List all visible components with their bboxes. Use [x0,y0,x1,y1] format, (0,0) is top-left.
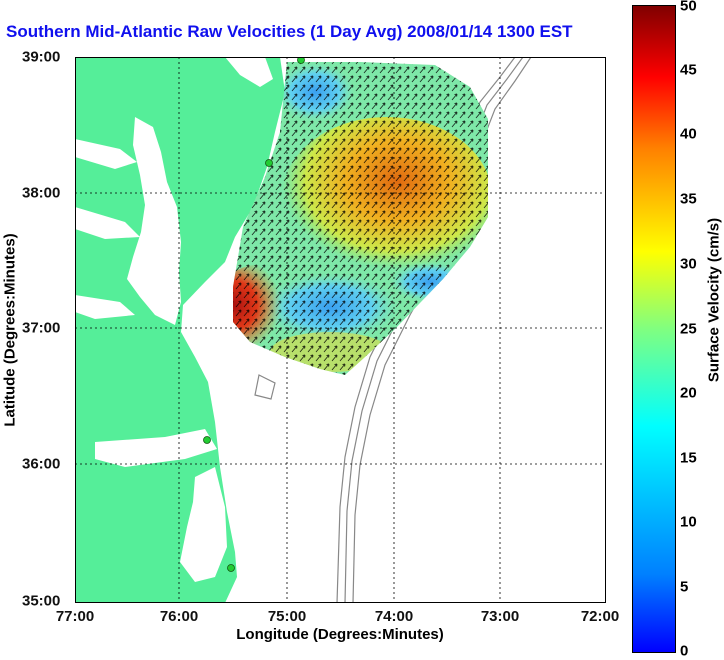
colorbar-tick: 30 [680,255,697,273]
colorbar-tick: 25 [680,320,697,338]
x-tick-label: 76:00 [159,608,199,625]
colorbar-tick: 15 [680,449,697,467]
x-tick-label: 75:00 [267,608,307,625]
colorbar-tick: 20 [680,384,697,402]
colorbar-tick: 40 [680,125,697,143]
y-tick-label: 37:00 [22,319,61,337]
y-tick-label: 35:00 [22,592,61,610]
bay-tributary-1 [75,139,137,169]
map-panel[interactable] [75,57,606,603]
x-tick-label: 77:00 [55,608,95,625]
station-marker[interactable] [297,57,305,64]
chesapeake-bay [127,117,181,325]
bay-tributary-3 [75,295,135,319]
pamlico-sound [180,467,227,582]
x-tick-label: 72:00 [580,608,620,625]
x-tick-label: 73:00 [480,608,520,625]
station-marker[interactable] [203,436,211,444]
albemarle-sound [95,429,217,467]
colorbar-tick: 35 [680,190,697,208]
colorbar [632,5,676,653]
colorbar-tick: 10 [680,513,697,531]
station-marker[interactable] [227,564,235,572]
map-canvas[interactable] [75,57,606,603]
delaware-bay [225,57,273,87]
colorbar-tick: 0 [680,642,689,660]
x-tick-label: 74:00 [374,608,414,625]
land-area [75,57,285,603]
x-axis-label: Longitude (Degrees:Minutes) [236,626,444,643]
colorbar-tick: 5 [680,578,689,596]
station-marker[interactable] [265,159,273,167]
y-tick-label: 36:00 [22,455,61,473]
radar-stations[interactable] [203,57,305,572]
page-title: Southern Mid-Atlantic Raw Velocities (1 … [6,22,573,41]
y-tick-label: 38:00 [22,184,61,202]
colorbar-tick: 50 [680,0,697,15]
bay-tributary-2 [75,207,140,239]
y-tick-label: 39:00 [22,48,61,66]
y-axis-label: Latitude (Degrees:Minutes) [1,233,19,427]
colorbar-label: Surface Velocity (cm/s) [705,217,723,383]
colorbar-tick: 45 [680,61,697,79]
lat-lon-grid [75,57,606,603]
